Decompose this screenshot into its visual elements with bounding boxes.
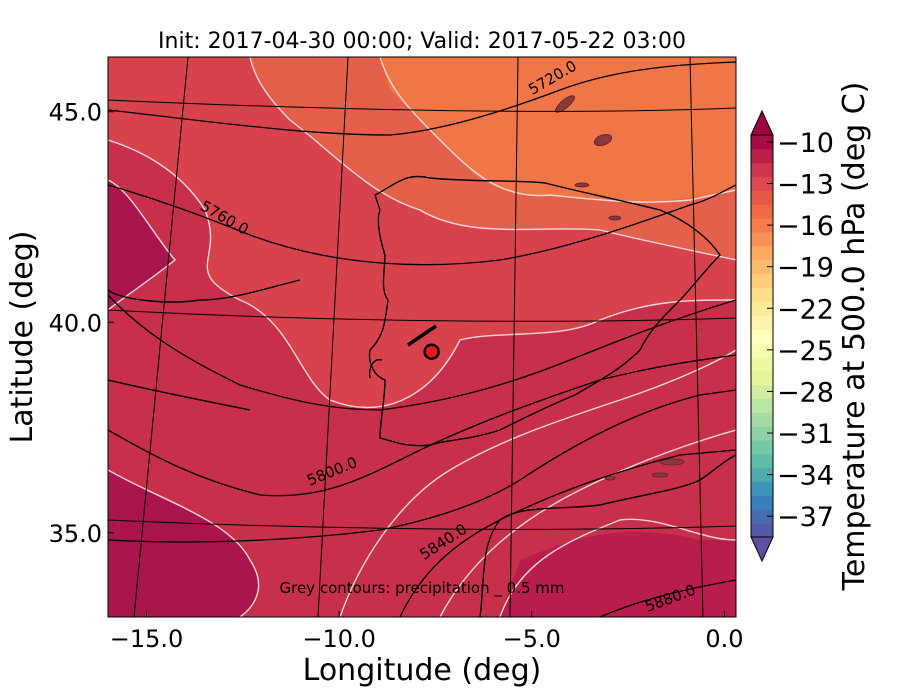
- colorbar-band: [751, 190, 773, 205]
- colorbar-band: [751, 287, 773, 302]
- y-axis: 35.0 40.0 45.0: [49, 99, 114, 548]
- colorbar-band: [751, 453, 773, 469]
- precipitation-note: Grey contours: precipitation _ 0.5 mm: [279, 579, 564, 598]
- x-tick-label: −15.0: [110, 625, 184, 653]
- colorbar-band: [751, 481, 773, 496]
- colorbar-frame: [750, 134, 774, 538]
- y-tick-label: 40.0: [49, 309, 102, 337]
- temperature-band-warmest-s: [500, 531, 736, 617]
- colorbar-band: [751, 329, 773, 344]
- map-area: 5720.0 5760.0 5800.0 5840.0 5880.0 Grey …: [108, 57, 736, 617]
- x-axis-label: Longitude (deg): [303, 653, 542, 688]
- colorbar-band: [751, 412, 773, 427]
- colorbar-tick-label: −31: [777, 419, 834, 450]
- colorbar-tick-label: −37: [777, 502, 834, 533]
- y-tick-label: 35.0: [49, 520, 102, 548]
- colorbar-band: [751, 273, 773, 288]
- colorbar-band: [751, 148, 773, 164]
- colorbar-tick-label: −25: [777, 336, 834, 367]
- colorbar-tick-label: −28: [777, 377, 834, 408]
- geopotential-contours: [108, 61, 736, 617]
- colorbar-band: [751, 342, 773, 358]
- colorbar-ticks: −10 −13 −16 −19 −22 −25 −28 −31 −34 −37: [767, 128, 834, 533]
- colorbar-band: [751, 315, 773, 330]
- colorbar-tick-label: −10: [777, 128, 834, 159]
- colorbar-tick-label: −19: [777, 253, 834, 284]
- colorbar-band: [751, 301, 773, 316]
- colorbar-band: [751, 135, 773, 150]
- precipitation-contours: [555, 95, 685, 481]
- colorbar-extend-min: [750, 536, 774, 563]
- temperature-band-warmest-sw: [108, 180, 259, 617]
- colorbar-band: [751, 245, 773, 261]
- colorbar-band: [751, 259, 773, 275]
- colorbar-tick-label: −22: [777, 294, 834, 325]
- coastlines: [108, 175, 736, 617]
- colorbar-band: [751, 495, 773, 510]
- colorbar-band: [751, 232, 773, 247]
- colorbar-tick-label: −16: [777, 211, 834, 242]
- colorbar-band: [751, 162, 773, 178]
- colorbar-band: [751, 176, 773, 191]
- temperature-band-warm-west: [108, 140, 736, 617]
- colorbar-label: Temperature at 500.0 hPa (deg C): [837, 82, 872, 592]
- colorbar-band: [751, 439, 773, 455]
- colorbar-band: [751, 509, 773, 524]
- location-marker: [407, 324, 440, 360]
- y-axis-label: Latitude (deg): [5, 231, 40, 444]
- x-tick-label: −10.0: [302, 625, 376, 653]
- colorbar-band: [751, 523, 773, 538]
- colorbar-band: [751, 218, 773, 233]
- colorbar: [750, 109, 774, 563]
- x-tick-label: 0.0: [705, 625, 743, 653]
- colorbar-tick-label: −13: [777, 170, 834, 201]
- colorbar-band: [751, 384, 773, 399]
- colorbar-band: [751, 370, 773, 386]
- map-frame: [107, 56, 737, 618]
- colorbar-band: [751, 467, 773, 483]
- colorbar-band: [751, 204, 773, 219]
- x-axis: −15.0 −10.0 −5.0 0.0: [110, 611, 744, 653]
- colorbar-tick-label: −34: [777, 461, 834, 492]
- colorbar-band: [751, 356, 773, 372]
- colorbar-band: [751, 398, 773, 413]
- x-tick-label: −5.0: [503, 625, 561, 653]
- graticule: [108, 57, 736, 617]
- colorbar-band: [751, 426, 773, 441]
- temperature-band-coolest-north: [380, 57, 736, 202]
- colorbar-extend-max: [750, 109, 774, 136]
- chart-title: Init: 2017-04-30 00:00; Valid: 2017-05-2…: [158, 29, 686, 54]
- y-tick-label: 45.0: [49, 99, 102, 127]
